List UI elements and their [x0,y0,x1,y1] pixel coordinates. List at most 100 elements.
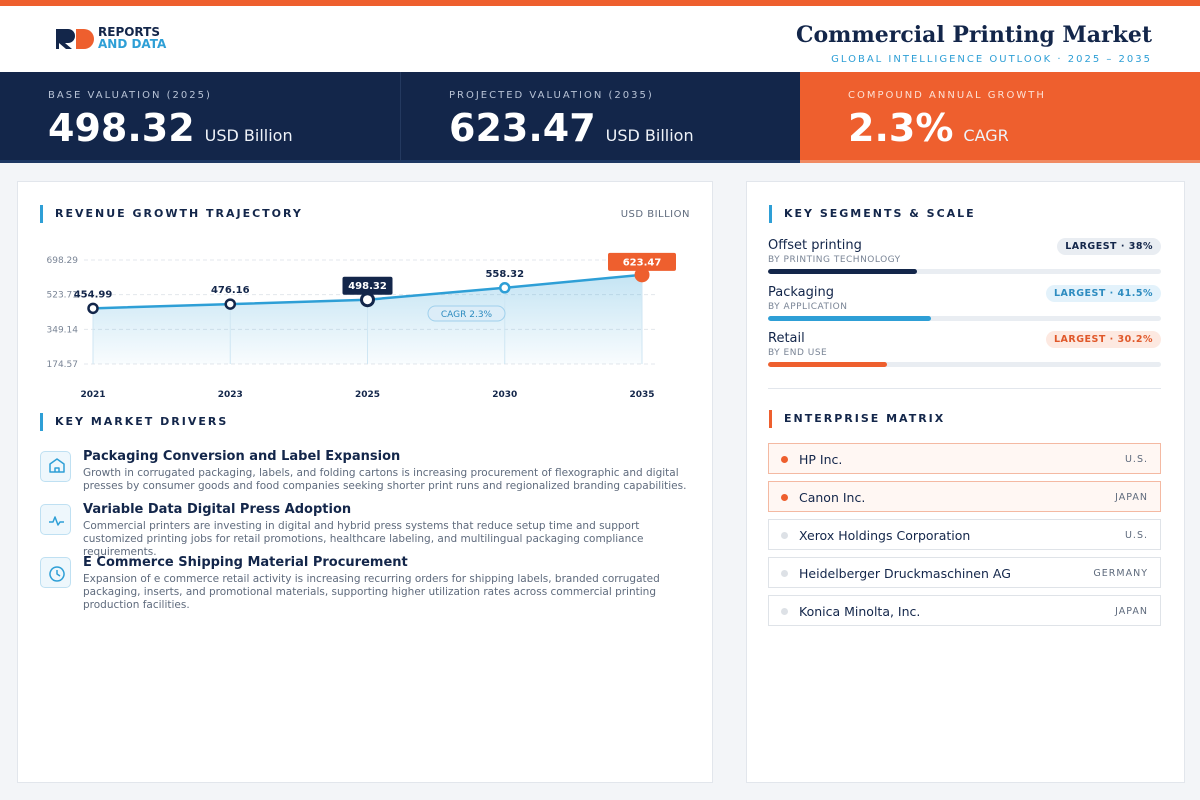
marker [224,298,236,310]
y-tick-label: 174.57 [47,360,79,370]
icon-glyph [49,566,65,582]
value-box [342,276,393,295]
bar [768,362,887,367]
logo-text: REPORTS AND DATA [98,26,166,50]
x-tick-label: 2030 [492,390,517,400]
kpi: COMPOUND ANNUAL GROWTH 2.3% CAGR [800,72,1200,163]
status-dot [781,494,788,501]
x-tick-label: 2023 [218,390,243,400]
marker [499,282,511,294]
driver-icon [40,451,71,482]
driver-title: Packaging Conversion and Label Expansion [83,449,401,464]
kpi-value: 498.32 [48,106,195,150]
driver-text: Growth in corrugated packaging, labels, … [83,467,687,492]
segment-badge: LARGEST · 38% [1057,238,1161,255]
kpi-unit: USD Billion [204,126,293,145]
bar [768,315,932,321]
x-tick-label: 2021 [80,390,105,400]
page-title: Commercial Printing Market [796,22,1152,48]
enterprise-row: HP Inc. U.S. [768,443,1161,474]
enterprise-row: Xerox Holdings Corporation U.S. [768,519,1161,550]
segment-badge: LARGEST · 41.5% [1045,284,1161,302]
bar-track [768,269,1161,274]
value-label: 498.32 [348,281,387,292]
icon-glyph [49,516,64,526]
page-subtitle: GLOBAL INTELLIGENCE OUTLOOK · 2025 – 203… [831,54,1152,65]
chart: 174.57 349.14 523.71 698.29 2021 454.99 2023 47… [47,252,676,400]
bar-track [768,315,1161,321]
logo-line: AND DATA [98,37,167,51]
kpi-label: COMPOUND ANNUAL GROWTH [848,90,1046,101]
enterprise-name: Heidelberger Druckmaschinen AG [799,566,1011,581]
section-title: KEY SEGMENTS & SCALE [769,205,976,223]
enterprise-name: HP Inc. [799,452,843,467]
marker [87,302,99,315]
annotation: CAGR 2.3% [441,310,493,320]
value-label: 558.32 [485,269,524,280]
kpi-unit: USD Billion [605,126,694,145]
segment-group: BY PRINTING TECHNOLOGY [768,255,901,265]
enterprise-country: U.S. [1124,454,1148,465]
unit-label: USD BILLION [620,209,690,220]
kpi-label: BASE VALUATION (2025) [48,90,212,101]
value-label: 476.16 [211,285,250,296]
x-tick-label: 2035 [629,390,654,400]
logo-mark [56,29,94,49]
y-tick-label: 698.29 [47,256,79,266]
enterprise-name: Konica Minolta, Inc. [799,604,921,619]
section-title: KEY MARKET DRIVERS [40,413,228,431]
enterprise-row: Konica Minolta, Inc. JAPAN [768,595,1161,626]
top-strip [0,0,1200,6]
driver-icon [40,504,71,535]
enterprise-name: Canon Inc. [799,490,866,505]
enterprise-country: U.S. [1124,530,1148,541]
segment-name: Retail [768,331,805,346]
segment-group: BY APPLICATION [768,301,848,312]
kpi: BASE VALUATION (2025) 498.32 USD Billion [0,72,400,163]
kpi-value: 2.3% [848,106,954,150]
bar [768,269,918,274]
enterprise-name: Xerox Holdings Corporation [799,528,971,543]
header: REPORTS AND DATA Commercial Printing Mar… [0,6,1200,72]
section-title: ENTERPRISE MATRIX [769,410,945,428]
enterprise-country: GERMANY [1093,568,1148,579]
kpi-value: 623.47 [449,106,596,150]
status-dot [781,456,788,463]
driver-text: Commercial printers are investing in dig… [83,520,644,558]
kpi-unit: CAGR [963,126,1009,145]
status-dot [781,532,788,539]
value-label: 623.47 [623,257,662,268]
kpi-label: PROJECTED VALUATION (2035) [449,90,654,101]
segment-name: Offset printing [768,238,862,253]
driver-text: Expansion of e commerce retail activity … [83,573,660,611]
bar-track [768,362,1161,367]
driver-icon [40,557,71,588]
enterprise-country: JAPAN [1115,492,1148,503]
section-title: REVENUE GROWTH TRAJECTORY [40,205,303,223]
marker [360,292,375,308]
kpi: PROJECTED VALUATION (2035) 623.47 USD Bill… [400,72,800,163]
enterprise-row: Canon Inc. JAPAN [768,481,1161,512]
driver-title: Variable Data Digital Press Adoption [83,502,352,517]
status-dot [781,570,788,577]
annotation-pill [427,305,506,322]
value-box [608,252,676,271]
segment-group: BY END USE [768,348,828,358]
segment-badge: LARGEST · 30.2% [1045,331,1161,348]
enterprise-country: JAPAN [1115,606,1148,617]
y-tick-label: 349.14 [47,325,79,335]
x-tick-label: 2025 [355,390,380,400]
segment-name: Packaging [768,284,834,300]
divider [768,388,1161,389]
kpi-value-wrap: 2.3% CAGR [848,106,1009,150]
logo-line: REPORTS [98,25,160,39]
y-tick-label: 523.71 [47,291,79,301]
driver-title: E Commerce Shipping Material Procurement [83,555,408,570]
value-label: 454.99 [74,289,113,300]
kpi-value-wrap: 623.47 USD Billion [449,106,694,150]
status-dot [781,608,788,615]
enterprise-row: Heidelberger Druckmaschinen AG GERMANY [768,557,1161,588]
kpi-value-wrap: 498.32 USD Billion [48,106,293,150]
icon-glyph [49,458,65,473]
